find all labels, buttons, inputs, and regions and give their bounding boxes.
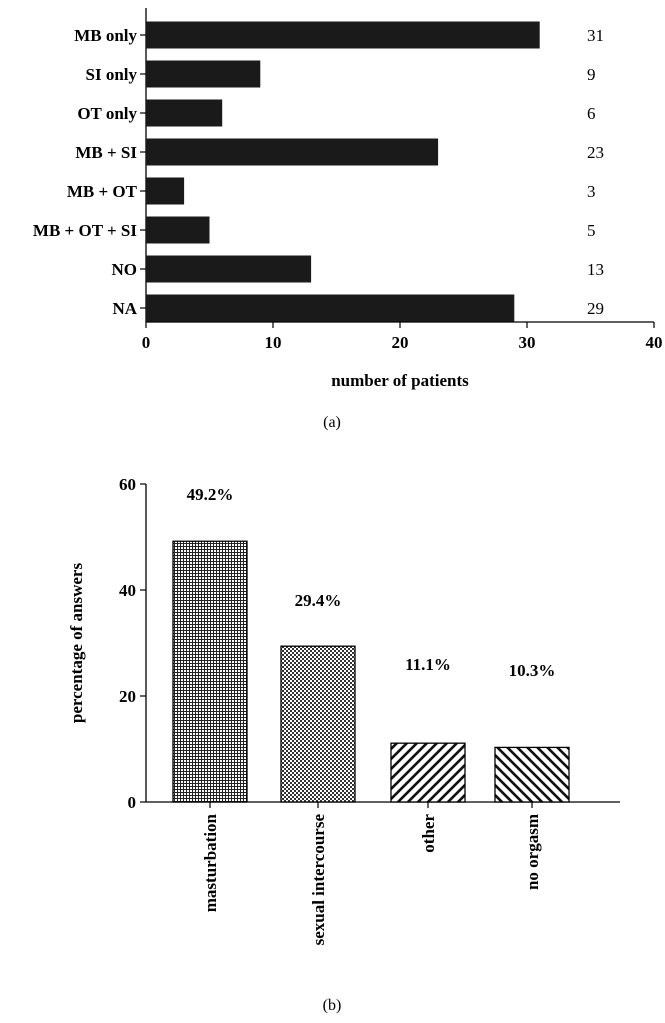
category-label: MB + SI [75,143,137,162]
chart-a: MB only 31 SI only 9 OT only 6 MB + SI 23 MB + O… [33,8,663,431]
y-tick-label: 0 [128,793,137,812]
bar [146,216,210,244]
bar [390,742,466,803]
category-label: MB + OT + SI [33,221,137,240]
x-tick-label: 0 [142,333,151,352]
category-label: NO [112,260,138,279]
data-label: 6 [587,104,596,123]
caption-b: (b) [323,997,342,1014]
category-label: OT only [77,104,137,123]
data-label: 10.3% [509,661,556,680]
data-label: 5 [587,221,596,240]
chart-b: 0 20 40 60 masturbation sexual intercourse oth… [67,475,620,1014]
data-label: 13 [587,260,604,279]
data-label: 29 [587,299,604,318]
bar [146,177,185,205]
bar [146,99,223,127]
category-label: masturbation [201,813,220,912]
category-label: MB + OT [67,182,138,201]
y-tick-label: 40 [119,581,136,600]
x-tick-label: 30 [519,333,536,352]
data-label: 11.1% [405,655,451,674]
x-axis-title: number of patients [331,371,469,390]
bar [146,138,439,166]
bar [280,645,356,803]
y-axis-title: percentage of answers [67,563,86,724]
category-label: sexual intercourse [309,814,328,946]
bar [146,60,261,88]
category-label: other [419,814,438,853]
x-tick-label: 20 [392,333,409,352]
category-label: MB only [74,26,137,45]
y-tick-label: 60 [119,475,136,494]
category-label: no orgasm [523,814,542,890]
data-label: 31 [587,26,604,45]
bar [146,255,312,283]
y-tick-label: 20 [119,687,136,706]
caption-a: (a) [323,414,341,431]
data-label: 49.2% [187,485,234,504]
data-label: 9 [587,65,596,84]
bar [146,294,515,322]
data-label: 3 [587,182,596,201]
x-tick-label: 10 [265,333,282,352]
data-label: 29.4% [295,591,342,610]
category-label: NA [112,299,137,318]
data-label: 23 [587,143,604,162]
bar [494,746,570,803]
x-tick-label: 40 [646,333,663,352]
category-label: SI only [86,65,138,84]
bar [146,21,540,49]
bar [172,540,248,803]
